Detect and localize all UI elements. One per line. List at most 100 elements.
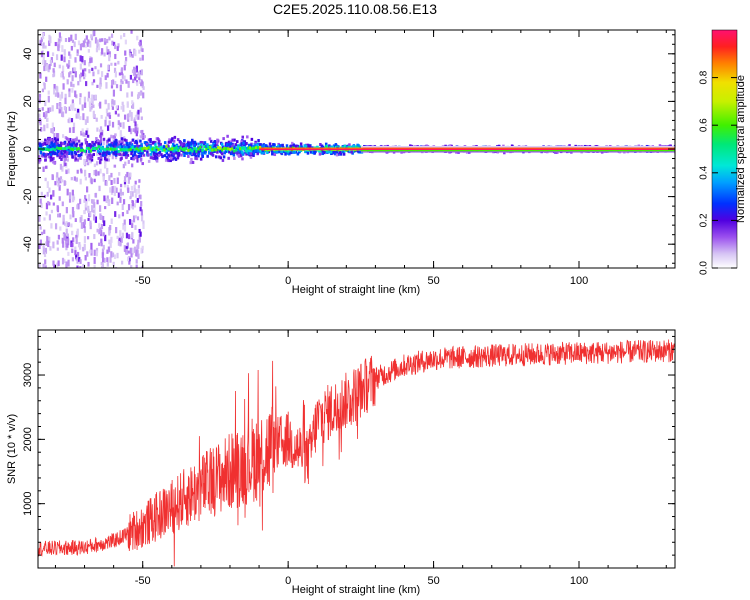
spectrogram-tone-cell	[149, 148, 152, 152]
x-tick-label: -50	[135, 575, 151, 587]
spectrogram-cell	[126, 92, 129, 98]
spectrogram-cell	[201, 140, 204, 144]
spectrogram-cell	[352, 149, 355, 153]
spectrogram-tone-cell	[109, 147, 112, 151]
spectrogram-cell	[241, 152, 245, 156]
spectrogram-cell	[52, 260, 55, 266]
spectrogram-cell	[330, 152, 333, 156]
spectrogram-cell	[213, 141, 217, 145]
spectrogram-cell	[149, 138, 152, 142]
spectrogram-cell	[125, 232, 129, 239]
spectrogram-cell	[241, 143, 245, 147]
snr-ylabel: SNR (10 * v/v)	[6, 414, 18, 484]
spectrogram-cell	[108, 54, 111, 62]
spectrogram-cell	[137, 253, 140, 259]
snr-axes: -50 0 50 100 1000 2000 3000	[22, 329, 676, 587]
spectrogram-cell	[99, 227, 102, 235]
spectrogram-tone-cell	[243, 146, 246, 150]
spectrogram-cell	[59, 176, 63, 182]
spectrogram-cell	[53, 161, 57, 165]
spectrogram-tone-cell	[155, 146, 158, 150]
spectrogram-cell	[140, 214, 144, 222]
spectrogram-cell	[141, 245, 144, 250]
spectrogram-cell	[60, 157, 63, 161]
spectrogram-tone-cell	[59, 146, 63, 150]
spectrogram-cell	[85, 35, 88, 40]
spectrogram-cell	[99, 129, 102, 133]
spectrogram-cell	[285, 144, 289, 148]
spectrogram-cell	[347, 149, 350, 153]
spectrogram-tone-cell	[81, 148, 84, 152]
spectrogram-cell	[64, 162, 67, 166]
spectrogram-cell	[284, 152, 287, 156]
spectrogram-cell	[214, 155, 218, 159]
spectrogram-cell	[57, 151, 61, 155]
spectrogram-cell	[137, 188, 141, 194]
spectrogram-cell	[100, 215, 103, 221]
spectrogram-cell	[55, 54, 59, 61]
spectrogram-cell	[166, 145, 170, 149]
spectrogram-tone-cell	[41, 148, 45, 152]
spectrogram-cell	[38, 263, 41, 268]
spectrogram-cell	[38, 93, 42, 98]
spectrogram-cell	[66, 79, 69, 85]
spectrogram-cell	[109, 143, 112, 147]
spectrogram-cell	[211, 153, 215, 157]
spectrogram-cell	[163, 154, 166, 158]
spectrogram-cell	[119, 196, 122, 203]
spectrogram-cell	[86, 155, 89, 159]
spectrogram-cell	[130, 112, 133, 119]
spectrogram-tone-cell	[185, 147, 188, 151]
spectrogram-cell	[102, 151, 105, 155]
spectrogram-tone-cell	[89, 149, 92, 153]
spectrogram-cell	[254, 148, 257, 152]
spectrogram-tone-cell	[137, 148, 140, 152]
spectrogram-cell	[247, 152, 251, 156]
spectrogram-cell	[44, 158, 47, 162]
spectrogram-cell	[130, 185, 134, 191]
spectrogram-cell	[44, 259, 47, 265]
spectrogram-cell	[99, 134, 102, 138]
spectrogram-cell	[45, 142, 48, 146]
spectrogram-cell	[123, 183, 127, 188]
spectrogram-cell	[89, 154, 92, 158]
spectrogram-tone-cell	[235, 148, 238, 152]
spectrogram-cell	[40, 191, 43, 196]
spectrogram-cell	[41, 142, 45, 146]
spectrogram-cell	[99, 63, 103, 68]
spectrogram-cell	[139, 157, 143, 161]
spectrogram-cell	[236, 147, 239, 151]
spectrogram-cell	[136, 250, 140, 254]
spectrogram-cell	[175, 149, 178, 153]
spectrogram-cell	[42, 42, 45, 46]
spectrogram-cell	[106, 38, 109, 44]
spectrogram-cell	[126, 210, 129, 214]
spectrogram-cell	[40, 37, 43, 42]
spectrogram-cell	[48, 202, 51, 206]
spectrogram-cell	[38, 113, 41, 118]
spectrogram-cell	[91, 140, 94, 144]
spectrogram-cell	[42, 60, 45, 65]
spectrogram-cell	[79, 43, 83, 51]
spectrogram-cell	[74, 246, 77, 251]
spectrogram-cell	[112, 151, 115, 155]
spectrogram-cell	[68, 37, 71, 43]
spectrogram-cell	[289, 144, 292, 148]
spectrogram-cell	[83, 158, 86, 166]
spectrogram-cell	[60, 107, 63, 113]
spectrogram-tone-cell	[43, 147, 47, 151]
spectrogram-cell	[171, 137, 174, 141]
spectrogram-cell	[277, 142, 280, 146]
spectrogram-cell	[103, 220, 106, 227]
spectrogram-cell	[125, 174, 128, 178]
spectrogram-cell	[242, 141, 245, 145]
spectrogram-cell	[61, 142, 65, 146]
spectrogram-cell	[50, 128, 53, 133]
spectrogram-cell	[56, 150, 60, 154]
x-tick-label: 50	[427, 575, 439, 587]
spectrogram-cells	[38, 30, 675, 268]
spectrogram-cell	[139, 57, 142, 61]
spectrogram-cell	[132, 157, 135, 161]
spectrogram-cell	[52, 68, 55, 73]
spectrogram-cell	[152, 140, 155, 144]
